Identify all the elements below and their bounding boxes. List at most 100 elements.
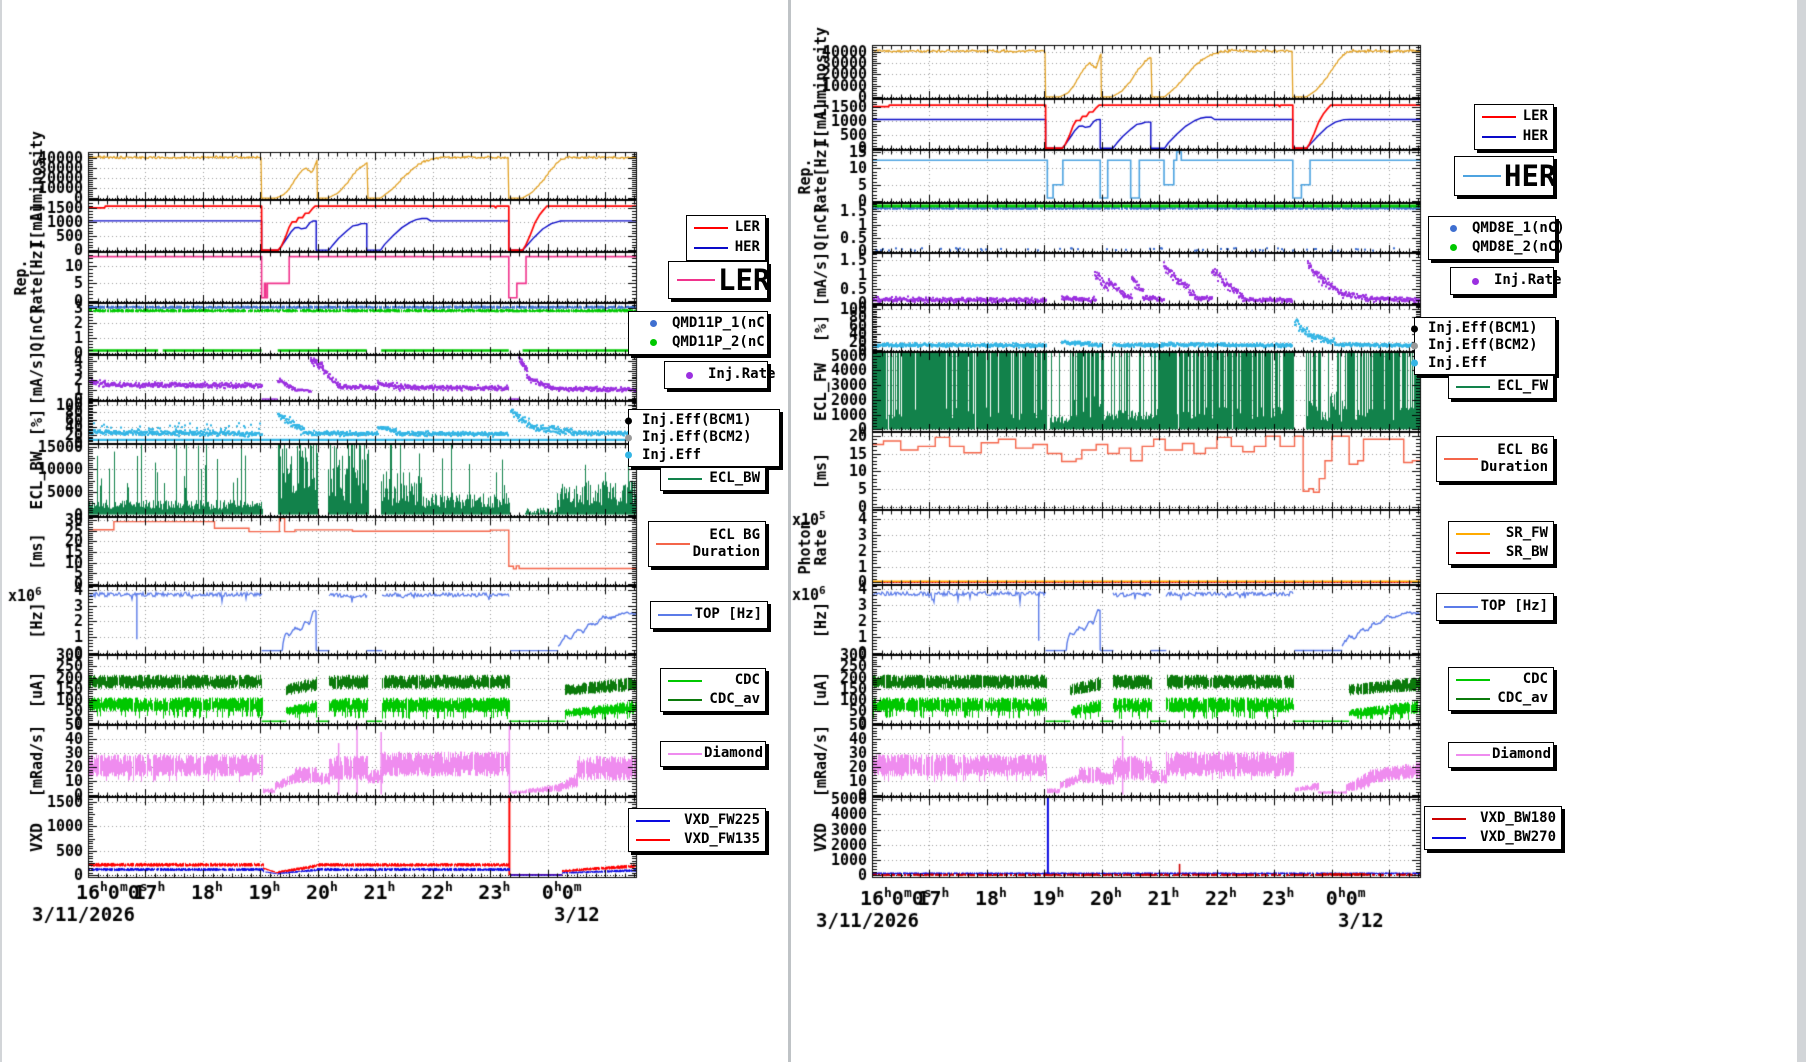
legend-qmd-r: QMD8E_1(nC) QMD8E_2(nC) (1428, 216, 1565, 260)
legend-i-beams-entry: HER (692, 238, 760, 258)
legend-vxd-r-entry: VXD_BW270 (1430, 828, 1556, 847)
legend-rep-rate-ler: LER (668, 261, 770, 299)
left-edge-strip (0, 0, 2, 1062)
legend-dot-marker (1456, 277, 1494, 285)
legend-edge-dot-marker (1411, 359, 1418, 367)
legend-label: HER (1522, 128, 1548, 145)
legend-vxd-r: VXD_BW180 VXD_BW270 (1424, 806, 1562, 850)
legend-top-entry: TOP [Hz] (656, 604, 762, 626)
legend-rep-rate-her: HER (1454, 156, 1556, 196)
legend-inj-rate-entry: Inj.Rate (670, 364, 775, 386)
legend-line-sample (656, 614, 694, 616)
legend-diamond: Diamond (660, 741, 766, 767)
legend-line-sample (1430, 836, 1468, 839)
legend-label: VXD_FW225 (684, 811, 760, 828)
legend-label: SR_FW (1505, 524, 1548, 541)
legend-edge-dot-marker (1411, 325, 1418, 333)
legend-sr: SR_FW SR_BW (1448, 521, 1554, 565)
legend-edge-dot-marker (625, 451, 632, 459)
legend-i-beams-r-entry: LER (1480, 107, 1548, 127)
legend-line-sample (634, 838, 672, 841)
legend-i-beams: LER HER (686, 215, 766, 261)
legend-dot-marker (1434, 244, 1472, 251)
legend-line-sample (1480, 136, 1518, 138)
legend-label: Inj.Eff (1428, 354, 1488, 371)
legend-ecl-fw: ECL_FW (1448, 375, 1554, 399)
legend-inj-eff: Inj.Eff(BCM1) Inj.Eff(BCM2) Inj.Eff (625, 409, 780, 467)
legend-label: VXD_FW135 (684, 830, 760, 847)
legend-dot-marker (634, 320, 672, 327)
legend-line-sample (1454, 754, 1492, 756)
legend-inj-eff-entry: Inj.Eff(BCM1) (625, 411, 774, 429)
legend-cdc-entry: CDC_av (666, 690, 760, 709)
legend-label: QMD11P_2(nC) (672, 333, 774, 350)
legend-label: CDC (734, 671, 760, 688)
legend-label: Inj.Rate (1494, 272, 1562, 289)
legend-line-sample (654, 543, 692, 545)
legend-top-r: TOP [Hz] (1436, 593, 1554, 621)
legend-inj-eff-r-entry: Inj.Eff(BCM1) (1411, 320, 1550, 337)
legend-inj-eff-r-entry: Inj.Eff(BCM2) (1411, 337, 1550, 354)
legend-edge-dot-marker (625, 417, 632, 425)
legend-diamond-entry: Diamond (666, 744, 763, 764)
legend-ecl-bg: ECL BG Duration (648, 521, 766, 567)
legend-qmd-r-entry: QMD8E_2(nC) (1434, 238, 1565, 257)
legend-dot-marker (1434, 225, 1472, 232)
legend-line-sample (666, 679, 704, 682)
legend-inj-eff-entry: Inj.Eff (625, 447, 774, 464)
panel-divider (788, 0, 791, 1062)
legend-label: CDC (1522, 670, 1548, 687)
legend-ecl-bw: ECL_BW (660, 467, 766, 491)
legend-label: CDC_av (709, 690, 760, 707)
legend-line-sample (1454, 532, 1492, 535)
legend-inj-eff-r-entry: Inj.Eff (1411, 354, 1550, 372)
legend-inj-rate-r: Inj.Rate (1450, 267, 1561, 295)
legend-label: ECL_FW (1497, 378, 1548, 395)
legend-label: LER (1522, 108, 1548, 125)
legend-label: ECL BG Duration (692, 526, 760, 561)
legend-inj-eff-entry: Inj.Eff(BCM2) (625, 429, 774, 446)
legend-label: VXD_BW270 (1480, 828, 1556, 845)
legend-i-beams-r: LER HER (1474, 104, 1554, 150)
legend-ecl-bg-r-entry: ECL BG Duration (1442, 439, 1548, 479)
legend-top-r-entry: TOP [Hz] (1442, 596, 1548, 618)
legend-sr-entry: SR_FW (1454, 524, 1548, 543)
legend-inj-rate-r-entry: Inj.Rate (1456, 270, 1561, 292)
legend-label: Inj.Eff(BCM1) (642, 411, 752, 428)
legend-line-sample (666, 753, 704, 755)
legend-i-beams-entry: LER (692, 218, 760, 238)
legend-label: SR_BW (1505, 543, 1548, 560)
legend-vxd-entry: VXD_FW225 (634, 811, 760, 830)
legend-line-sample (1460, 175, 1504, 177)
legend-label: Inj.Eff(BCM2) (642, 429, 752, 446)
legend-top: TOP [Hz] (650, 601, 768, 629)
legend-label: QMD8E_1(nC) (1472, 219, 1565, 236)
legend-ecl-bg-r: ECL BG Duration (1436, 436, 1554, 482)
legend-label: VXD_BW180 (1480, 809, 1556, 826)
legend-line-sample (1454, 697, 1492, 700)
legend-vxd-r-entry: VXD_BW180 (1430, 809, 1556, 828)
legend-ecl-fw-entry: ECL_FW (1454, 378, 1548, 396)
legend-line-sample (1454, 386, 1492, 388)
legend-line-sample (674, 279, 718, 281)
legend-inj-eff-r: Inj.Eff(BCM1) Inj.Eff(BCM2) Inj.Eff (1411, 317, 1556, 375)
legend-dot-marker (634, 339, 672, 346)
legend-rep-rate-ler-entry: LER (674, 264, 770, 296)
legend-cdc-entry: CDC (666, 671, 760, 690)
legend-line-sample (1442, 458, 1480, 460)
legend-line-sample (1480, 116, 1518, 118)
legend-cdc: CDC CDC_av (660, 668, 766, 712)
legend-inj-rate: Inj.Rate (664, 361, 775, 389)
legend-qmd-entry: QMD11P_2(nC) (634, 333, 773, 352)
legend-diamond-r-entry: Diamond (1454, 745, 1551, 765)
legend-label: HER (734, 239, 760, 256)
legend-line-sample (1454, 678, 1492, 681)
legend-edge-dot-marker (1411, 342, 1418, 350)
legend-qmd-r-entry: QMD8E_1(nC) (1434, 219, 1565, 238)
legend-label: TOP [Hz] (1480, 598, 1548, 615)
legend-label: Inj.Eff(BCM2) (1428, 337, 1538, 354)
legend-vxd-entry: VXD_FW135 (634, 830, 760, 849)
legend-ecl-bg-entry: ECL BG Duration (654, 524, 760, 564)
legend-i-beams-r-entry: HER (1480, 127, 1548, 147)
